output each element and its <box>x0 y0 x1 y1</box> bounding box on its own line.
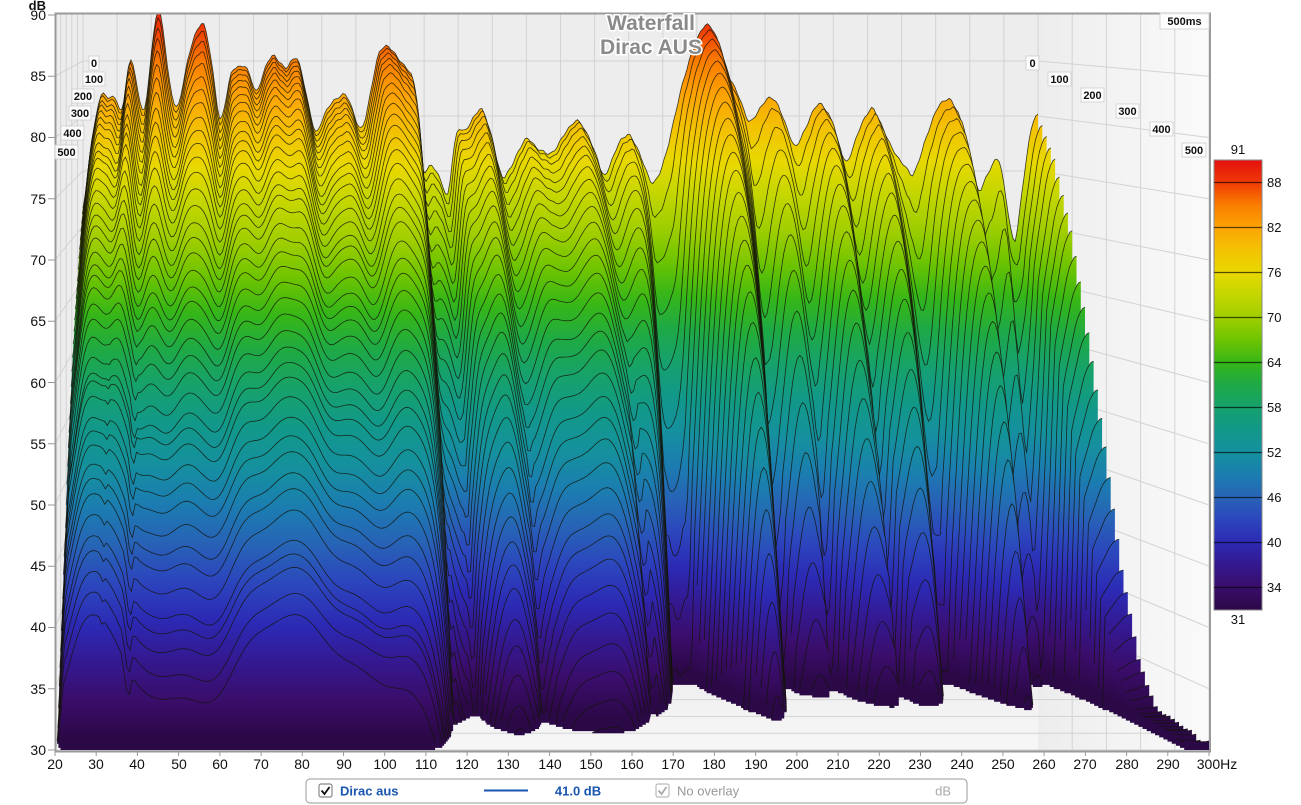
svg-text:190: 190 <box>744 756 768 772</box>
svg-text:82: 82 <box>1267 220 1281 235</box>
svg-text:70: 70 <box>1267 310 1281 325</box>
svg-text:140: 140 <box>538 756 562 772</box>
svg-text:100: 100 <box>85 74 103 86</box>
svg-text:0: 0 <box>1029 58 1035 70</box>
svg-text:210: 210 <box>826 756 850 772</box>
svg-text:dB: dB <box>935 784 951 799</box>
svg-text:230: 230 <box>908 756 932 772</box>
svg-text:150: 150 <box>579 756 603 772</box>
svg-text:260: 260 <box>1032 756 1056 772</box>
svg-text:400: 400 <box>63 128 81 140</box>
svg-text:30: 30 <box>30 742 46 758</box>
svg-text:88: 88 <box>1267 175 1281 190</box>
svg-text:500ms: 500ms <box>1167 16 1201 28</box>
svg-text:280: 280 <box>1115 756 1139 772</box>
svg-text:65: 65 <box>30 313 46 329</box>
svg-text:500: 500 <box>1185 145 1203 157</box>
svg-text:50: 50 <box>30 497 46 513</box>
svg-text:100: 100 <box>1050 74 1068 86</box>
svg-text:0: 0 <box>91 58 97 70</box>
svg-text:240: 240 <box>950 756 974 772</box>
svg-text:46: 46 <box>1267 490 1281 505</box>
svg-text:No overlay: No overlay <box>677 784 740 799</box>
svg-text:40: 40 <box>129 756 145 772</box>
svg-text:180: 180 <box>702 756 726 772</box>
svg-text:52: 52 <box>1267 445 1281 460</box>
svg-text:Dirac aus: Dirac aus <box>340 784 399 799</box>
svg-text:60: 60 <box>212 756 228 772</box>
svg-text:75: 75 <box>30 191 46 207</box>
svg-text:130: 130 <box>496 756 520 772</box>
svg-text:dB: dB <box>29 0 46 13</box>
svg-text:500: 500 <box>57 147 75 159</box>
svg-text:76: 76 <box>1267 265 1281 280</box>
svg-text:80: 80 <box>294 756 310 772</box>
svg-text:200: 200 <box>785 756 809 772</box>
svg-text:90: 90 <box>30 7 46 23</box>
svg-text:40: 40 <box>1267 535 1281 550</box>
svg-text:250: 250 <box>991 756 1015 772</box>
svg-text:70: 70 <box>30 252 46 268</box>
svg-text:70: 70 <box>253 756 269 772</box>
svg-text:55: 55 <box>30 436 46 452</box>
svg-text:30: 30 <box>88 756 104 772</box>
svg-text:31: 31 <box>1231 612 1245 627</box>
svg-text:170: 170 <box>661 756 685 772</box>
svg-text:300: 300 <box>71 108 89 120</box>
svg-text:110: 110 <box>415 756 438 772</box>
svg-text:85: 85 <box>30 68 46 84</box>
svg-text:60: 60 <box>30 375 46 391</box>
svg-text:Dirac AUS: Dirac AUS <box>600 36 702 59</box>
svg-text:40: 40 <box>30 619 46 635</box>
svg-text:34: 34 <box>1267 580 1281 595</box>
svg-text:200: 200 <box>1083 90 1101 102</box>
svg-text:64: 64 <box>1267 355 1281 370</box>
svg-text:290: 290 <box>1156 756 1180 772</box>
svg-text:400: 400 <box>1152 124 1170 136</box>
svg-text:160: 160 <box>620 756 644 772</box>
svg-text:200: 200 <box>74 91 92 103</box>
svg-text:90: 90 <box>336 756 352 772</box>
svg-text:Waterfall: Waterfall <box>607 12 695 35</box>
svg-text:91: 91 <box>1231 142 1245 157</box>
svg-text:41.0 dB: 41.0 dB <box>555 784 601 799</box>
svg-text:300: 300 <box>1118 106 1136 118</box>
svg-text:45: 45 <box>30 558 46 574</box>
svg-text:35: 35 <box>30 681 46 697</box>
svg-text:100: 100 <box>373 756 397 772</box>
svg-text:58: 58 <box>1267 400 1281 415</box>
svg-text:20: 20 <box>47 756 63 772</box>
svg-text:80: 80 <box>30 129 46 145</box>
svg-text:300Hz: 300Hz <box>1197 756 1237 772</box>
svg-text:270: 270 <box>1073 756 1097 772</box>
svg-text:120: 120 <box>455 756 479 772</box>
svg-text:220: 220 <box>867 756 891 772</box>
svg-text:50: 50 <box>171 756 187 772</box>
